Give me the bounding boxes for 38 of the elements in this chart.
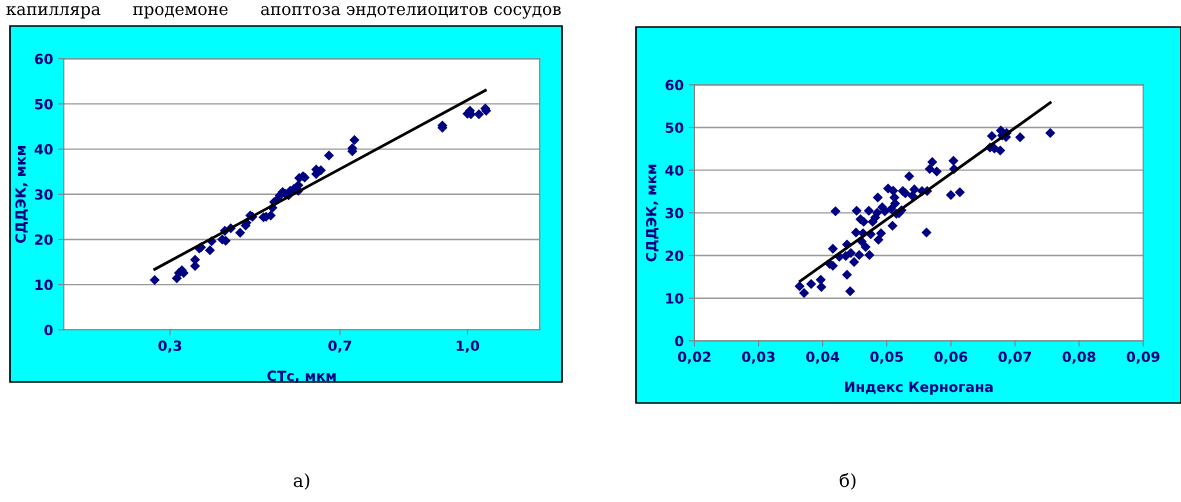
text: б) — [839, 472, 856, 490]
point — [204, 245, 215, 256]
point — [323, 150, 334, 161]
y-tick-label: 50 — [35, 98, 53, 110]
x-axis-title: Индекс Керногана — [845, 381, 993, 395]
y-tick-label: 20 — [665, 250, 684, 261]
y-tick-label: 60 — [34, 53, 53, 65]
y-axis-title: СДДЭК, мкм — [15, 146, 28, 243]
point — [349, 135, 360, 146]
x-tick-label: 0,04 — [806, 351, 840, 364]
y-tick-label: 30 — [665, 207, 684, 219]
text: капилляра продемоне апоптоза эндотелиоцитов сосудов — [6, 6, 561, 19]
y-tick-label: 20 — [35, 234, 53, 245]
point — [149, 275, 160, 286]
y-tick-label: 50 — [665, 122, 684, 133]
y-tick-label: 40 — [665, 165, 684, 176]
x-tick-label: 1,0 — [456, 340, 480, 353]
x-tick-label: 0,05 — [870, 351, 903, 364]
point — [235, 227, 246, 238]
x-tick-label: 0,03 — [742, 351, 775, 364]
x-tick-label: 0,09 — [1126, 351, 1160, 364]
x-tick-label: 0,02 — [677, 351, 711, 364]
y-tick-label: 0 — [675, 335, 684, 347]
y-tick-label: 60 — [665, 79, 684, 91]
text: а) — [293, 473, 310, 490]
x-axis-title: СТс, мкм — [267, 370, 336, 383]
x-tick-label: 0,08 — [1062, 351, 1096, 364]
x-tick-label: 0,7 — [328, 340, 352, 353]
y-tick-label: 0 — [44, 324, 53, 336]
y-tick-label: 10 — [35, 279, 53, 291]
y-tick-label: 40 — [34, 144, 53, 155]
x-tick-label: 0,3 — [158, 340, 182, 353]
y-tick-label: 30 — [34, 189, 53, 200]
point — [473, 109, 484, 120]
x-tick-label: 0,06 — [934, 351, 968, 364]
x-tick-label: 0,07 — [998, 351, 1032, 364]
y-axis-title: СДДЭК, мкм — [645, 164, 659, 262]
y-tick-label: 10 — [666, 293, 684, 304]
